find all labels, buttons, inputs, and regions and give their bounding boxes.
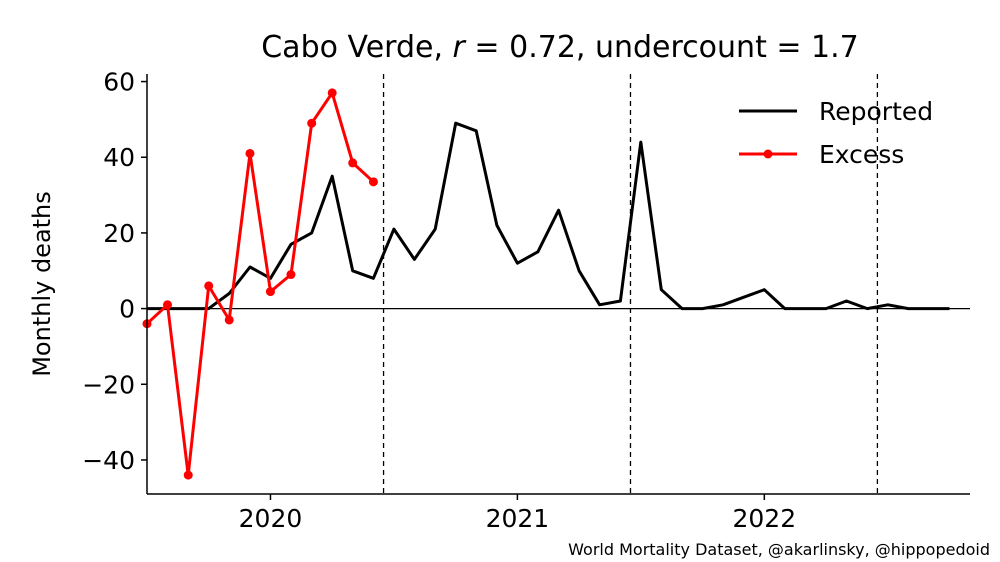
- title-equals-1: =: [465, 30, 509, 65]
- title-r-value: 0.72: [509, 30, 576, 65]
- data-point-excess-7: [286, 270, 296, 280]
- series-line-reported: [147, 121, 950, 311]
- legend-excess-label: Excess: [819, 140, 904, 169]
- x-tick-label-1: 2021: [486, 504, 550, 533]
- title-equals-2: =: [767, 30, 811, 65]
- data-point-excess-9: [327, 88, 337, 98]
- chart-title: Cabo Verde, r = 0.72, undercount = 1.7: [261, 30, 859, 65]
- y-tick-label-3: 0: [119, 295, 135, 324]
- y-tick-label-2: 20: [103, 219, 135, 248]
- data-point-excess-8: [307, 118, 317, 128]
- data-point-excess-5: [245, 148, 255, 158]
- title-country: Cabo Verde: [261, 30, 433, 65]
- title-undercount-value: 1.7: [811, 30, 859, 65]
- legend-excess-marker: [763, 149, 773, 159]
- data-point-excess-4: [224, 315, 234, 325]
- title-r-symbol: r: [453, 30, 467, 65]
- x-tick-label-2: 2022: [732, 504, 796, 533]
- period-boundary-lines: [382, 74, 879, 494]
- data-point-excess-1: [162, 300, 172, 310]
- series-layer: [142, 88, 950, 480]
- y-tick-label-5: −40: [82, 446, 135, 475]
- source-credit: World Mortality Dataset, @akarlinsky, @h…: [568, 540, 990, 559]
- y-axis-label: Monthly deaths: [28, 191, 56, 377]
- title-separator-1: ,: [433, 30, 452, 65]
- legend: Reported Excess: [739, 97, 933, 169]
- y-tick-label-0: 60: [103, 68, 135, 97]
- series-line-excess: [145, 91, 375, 477]
- data-point-excess-10: [348, 158, 358, 168]
- title-undercount-label: undercount: [595, 30, 767, 65]
- title-separator-2: ,: [576, 30, 595, 65]
- y-tick-label-1: 40: [103, 143, 135, 172]
- y-ticks: 60 40 20 0 −20 −40: [82, 68, 147, 475]
- data-point-excess-11: [368, 177, 378, 187]
- x-tick-label-0: 2020: [239, 504, 303, 533]
- data-point-excess-6: [265, 287, 275, 297]
- x-ticks: 2020 2021 2022: [239, 494, 796, 533]
- data-point-excess-2: [183, 470, 193, 480]
- y-tick-label-4: −20: [82, 370, 135, 399]
- legend-reported-label: Reported: [819, 97, 933, 126]
- data-point-excess-3: [204, 281, 214, 291]
